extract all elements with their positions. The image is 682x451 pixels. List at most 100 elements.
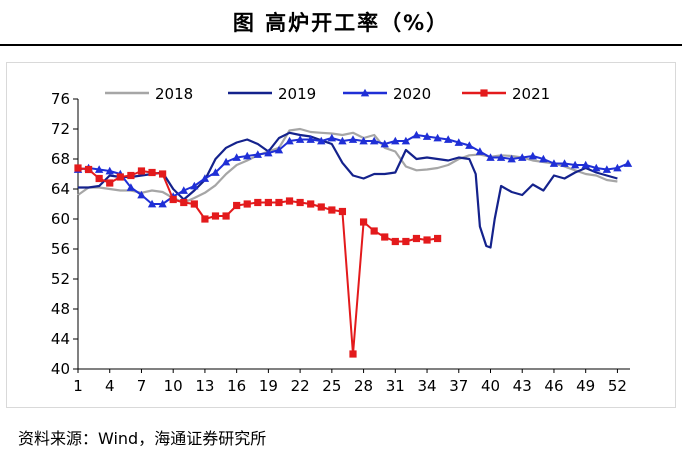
y-tick-label: 48 [51, 300, 70, 318]
series-2021-point [359, 218, 368, 226]
series-2021-line [77, 167, 438, 355]
x-tick-label: 40 [481, 377, 500, 395]
y-tick-label: 56 [51, 240, 70, 258]
x-tick-label: 52 [608, 377, 627, 395]
x-tick-label: 13 [195, 377, 214, 395]
legend-marker [360, 88, 370, 97]
series-2020-point [560, 159, 569, 167]
series-2021-point [275, 198, 283, 207]
series-2021-point [74, 164, 82, 172]
series-2021-point [338, 207, 347, 216]
x-tick-label: 28 [354, 377, 373, 395]
series-2021-point [169, 195, 177, 204]
series-2020-point [306, 135, 315, 143]
series-2020-point [496, 153, 506, 161]
series-2021-point [370, 227, 378, 235]
x-tick-label: 37 [449, 377, 468, 395]
x-tick-label: 31 [386, 377, 405, 395]
series-2020-point [412, 130, 421, 139]
series-2021-point [137, 167, 146, 175]
x-tick-label: 7 [137, 377, 147, 395]
series-2020-point [264, 148, 273, 157]
series-2018-line [77, 127, 618, 204]
x-tick-label: 19 [259, 377, 278, 395]
series-2020-point [518, 153, 527, 161]
legend-item-2020: 2020 [343, 85, 431, 103]
series-2020-point [105, 166, 114, 175]
series-2020-point [528, 151, 538, 160]
series-2021-point [222, 212, 230, 220]
series-2020-point [126, 183, 136, 191]
series-2021-point [296, 198, 304, 207]
legend-marker [480, 89, 488, 97]
series-2020-point [359, 136, 368, 145]
series-2021-point [307, 200, 315, 208]
y-tick-label: 68 [51, 150, 70, 168]
series-2021-point [349, 350, 357, 358]
legend-item-2021: 2021 [462, 85, 550, 103]
series-2021-point [434, 234, 442, 243]
series-2020-point [253, 150, 263, 158]
series-2020 [73, 130, 633, 208]
series-2021-point [402, 237, 410, 246]
series-2020-point [232, 153, 241, 161]
series-2020-point [602, 165, 612, 173]
series-layer [73, 127, 633, 358]
chart-frame [6, 62, 676, 408]
y-tick-label: 64 [51, 180, 70, 198]
series-2020-point [581, 160, 590, 169]
line-chart: 2018 2019 2020 2021 40 44 48 52 56 60 64 68 72 76 1 4 7… [51, 85, 633, 395]
series-2020-point [243, 151, 252, 160]
series-2020-point [549, 159, 559, 167]
series-2020-point [158, 199, 167, 208]
series-2020-point [295, 135, 305, 143]
series-2021-point [95, 174, 103, 183]
series-2021-point [391, 237, 399, 246]
series-2020-point [592, 163, 601, 172]
series-2020-point [200, 174, 210, 182]
series-2020-point [454, 138, 463, 146]
y-tick-label: 40 [51, 360, 70, 378]
series-2021-point [328, 206, 336, 214]
x-tick-label: 25 [322, 377, 341, 395]
series-2021-point [254, 198, 262, 207]
series-2020-point [369, 136, 379, 145]
series-2021-point [233, 201, 241, 210]
x-tick-label: 10 [164, 377, 183, 395]
series-2020-point [623, 159, 633, 167]
series-2021-point [243, 200, 251, 208]
chart-title: 图 高炉开工率（%） [232, 11, 450, 35]
series-2020-point [433, 133, 442, 142]
y-tick-label: 44 [51, 330, 70, 348]
series-2020-point [570, 160, 580, 169]
series-2021-point [106, 179, 114, 187]
series-2020-point [443, 135, 453, 143]
series-2021-point [412, 234, 421, 243]
series-2020-point [539, 154, 548, 163]
series-2021-point [264, 198, 272, 207]
series-2020-point [190, 181, 199, 190]
legend-item-2019: 2019 [228, 85, 316, 103]
legend: 2018 2019 2020 2021 [105, 85, 550, 103]
series-2021-point [180, 198, 188, 207]
series-2020-line [77, 134, 629, 205]
series-2021-point [116, 173, 124, 181]
series-2020-point [94, 165, 104, 173]
series-2020-point [211, 168, 220, 176]
series-2021-point [211, 212, 220, 220]
series-2020-point [348, 135, 358, 143]
series-2020-point [274, 145, 284, 154]
series-2021-point [201, 215, 209, 223]
legend-label: 2018 [155, 85, 193, 103]
legend-label: 2019 [278, 85, 316, 103]
x-tick-label: 43 [513, 377, 532, 395]
legend-item-2018: 2018 [105, 85, 193, 103]
y-tick-label: 76 [51, 90, 70, 108]
series-2021-point [148, 168, 156, 177]
series-2021 [74, 164, 442, 358]
title-bar: 图 高炉开工率（%） [0, 0, 682, 46]
series-2020-point [401, 136, 411, 145]
series-2020-point [147, 199, 157, 208]
x-tick-label: 4 [105, 377, 115, 395]
series-2020-point [285, 136, 294, 145]
